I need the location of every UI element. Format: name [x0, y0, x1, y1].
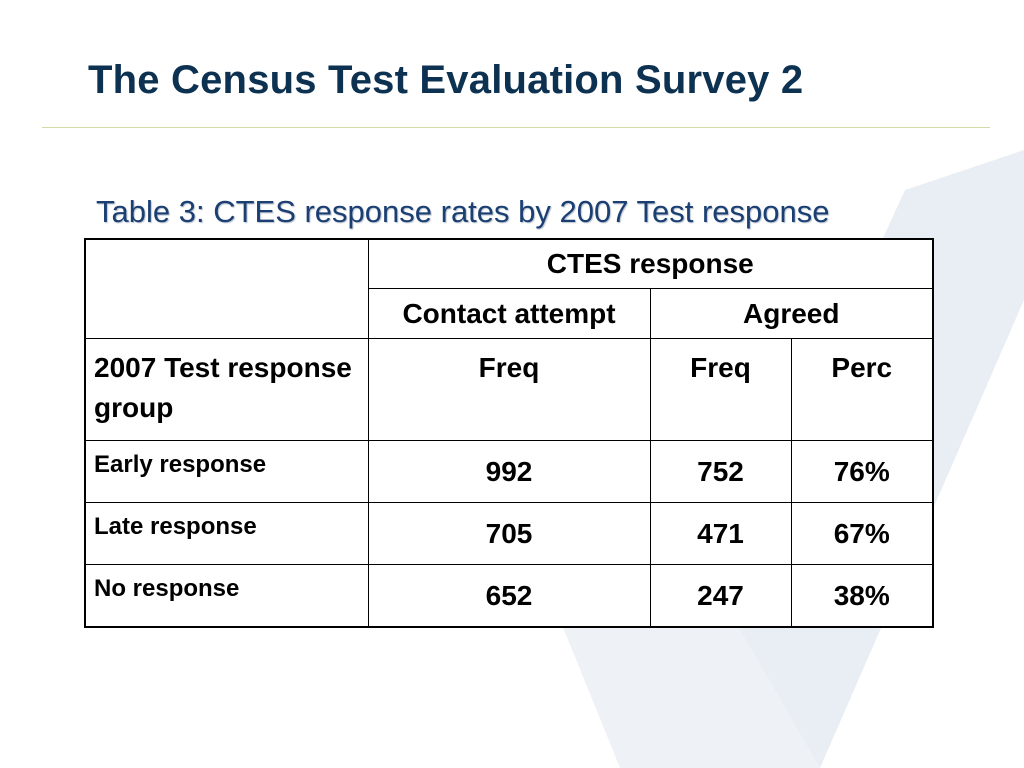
column-label-agreed-perc: Perc	[790, 338, 934, 441]
agreed-perc-cell: 76%	[790, 440, 934, 503]
table-row: Early response 992 752 76%	[84, 440, 934, 503]
column-label-agreed-freq: Freq	[649, 338, 792, 441]
column-label-contact-freq: Freq	[367, 338, 651, 441]
subheader-agreed: Agreed	[649, 288, 934, 339]
slide-title: The Census Test Evaluation Survey 2	[88, 58, 804, 102]
agreed-perc-cell: 38%	[790, 564, 934, 628]
row-header-label: 2007 Test response group	[84, 338, 369, 441]
table-subheader-row: Contact attempt Agreed	[85, 288, 934, 339]
contact-freq-cell: 705	[367, 502, 651, 565]
agreed-perc-cell: 67%	[790, 502, 934, 565]
agreed-freq-cell: 752	[649, 440, 792, 503]
row-label: Early response	[84, 440, 369, 503]
agreed-freq-cell: 471	[649, 502, 792, 565]
contact-freq-cell: 652	[367, 564, 651, 628]
group-header-ctes-response: CTES response	[367, 238, 934, 289]
row-label: Late response	[84, 502, 369, 565]
response-rates-table: CTES response Contact attempt Agreed 200…	[84, 238, 935, 628]
subheader-contact-attempt: Contact attempt	[367, 288, 651, 339]
empty-corner-cell	[84, 238, 369, 339]
title-divider	[42, 127, 990, 128]
row-label: No response	[84, 564, 369, 628]
table-row: Late response 705 471 67%	[84, 502, 934, 565]
table-header-row: CTES response	[84, 238, 934, 339]
table-row: No response 652 247 38%	[84, 564, 934, 628]
contact-freq-cell: 992	[367, 440, 651, 503]
table-column-label-row: 2007 Test response group Freq Freq Perc	[84, 338, 934, 441]
table-caption: Table 3: CTES response rates by 2007 Tes…	[96, 194, 830, 229]
agreed-freq-cell: 247	[649, 564, 792, 628]
